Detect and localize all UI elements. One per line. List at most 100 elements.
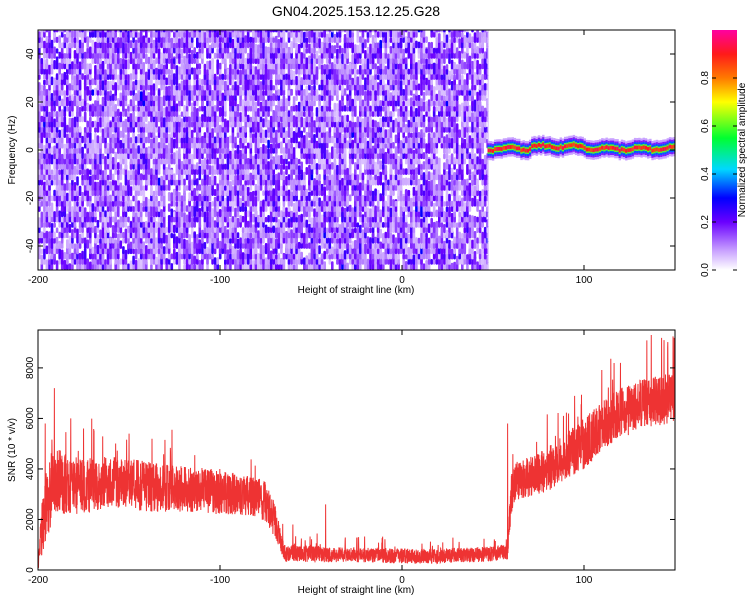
spectrogram-cell	[99, 238, 102, 244]
spectrogram-cell	[91, 178, 95, 186]
spectrogram-cell	[58, 142, 61, 149]
spectrogram-cell	[147, 156, 151, 170]
spectrogram-cell	[142, 142, 146, 149]
spectrogram-cell	[71, 94, 74, 101]
spectrogram-cell	[290, 210, 293, 218]
spectrogram-cell	[328, 195, 332, 202]
spectrogram-cell	[325, 30, 329, 33]
spectrogram-cell	[323, 261, 326, 270]
spectrogram-cell	[257, 68, 260, 75]
spectrogram-cell	[101, 211, 105, 218]
spectrogram-cell	[359, 58, 362, 65]
spectrogram-cell	[145, 71, 148, 80]
spectrogram-cell	[389, 258, 393, 270]
spectrogram-cell	[167, 85, 171, 96]
spectrogram-cell	[68, 235, 72, 244]
spectrogram-cell	[165, 144, 168, 154]
spectrogram-cell	[226, 30, 230, 33]
spectrogram-cell	[369, 184, 372, 191]
spectrogram-cell	[364, 183, 367, 191]
spectrogram-cell	[236, 30, 240, 33]
spectrogram-cell	[147, 30, 151, 33]
spectrogram-cell	[290, 126, 293, 138]
spectrogram-cell	[356, 227, 360, 239]
spectrogram-cell	[60, 226, 64, 233]
spectrogram-cell	[234, 175, 237, 186]
spectrogram-cell	[333, 45, 337, 54]
spectrogram-cell	[203, 30, 207, 33]
spectrogram-cell	[145, 237, 148, 244]
spectrogram-cell	[68, 117, 72, 128]
spectrogram-cell	[297, 158, 301, 165]
spectrogram-cell	[76, 205, 79, 212]
spectrogram-cell	[236, 111, 240, 117]
spectrogram-cell	[387, 194, 390, 207]
spectrogram-cell	[66, 96, 69, 107]
spectrogram-cell	[94, 238, 97, 244]
spectrogram-cell	[320, 105, 324, 112]
spectrogram-cell	[369, 216, 372, 223]
spectrogram-cell	[50, 263, 54, 270]
spectrogram-cell	[124, 90, 128, 96]
spectrogram-cell	[384, 151, 388, 165]
spectrogram-cell	[109, 201, 112, 212]
spectrogram-cell	[129, 90, 133, 96]
spectrogram-cell	[348, 63, 352, 70]
spectrogram-cell	[226, 120, 230, 128]
spectrogram-cell	[190, 180, 194, 186]
spectrogram-cell	[213, 175, 217, 186]
spectrogram-cell	[206, 185, 209, 191]
spectrogram-cell	[196, 162, 199, 170]
spectrogram-cell	[106, 142, 110, 149]
spectrogram-cell	[162, 146, 166, 160]
spectrogram-cell	[241, 30, 245, 38]
spectrogram-cell	[236, 104, 240, 112]
spectrogram-cell	[167, 253, 171, 260]
spectrogram-cell	[167, 133, 171, 144]
spectrogram-cell	[96, 244, 100, 255]
spectrogram-cell	[91, 258, 95, 265]
spectrogram-cell	[287, 174, 291, 181]
spectrogram-cell	[50, 169, 54, 175]
spectrogram-cell	[180, 111, 184, 117]
spectrogram-cell	[86, 239, 89, 249]
spectrogram-cell	[127, 216, 130, 223]
spectrogram-cell	[63, 163, 67, 175]
spectrogram-cell	[91, 103, 95, 112]
spectrogram-cell	[259, 69, 263, 75]
spectrogram-cell	[104, 210, 107, 218]
spectrogram-cell	[351, 54, 354, 65]
spectrogram-cell	[254, 183, 258, 191]
spectrogram-cell	[259, 146, 263, 160]
spectrogram-cell	[76, 95, 79, 101]
spectrogram-cell	[43, 30, 46, 33]
spectrogram-cell	[193, 138, 196, 144]
spectrogram-cell	[43, 104, 46, 112]
spectrogram-cell	[213, 73, 217, 80]
spectrogram-cell	[40, 131, 44, 144]
spectrogram-cell	[106, 91, 110, 101]
spectrogram-cell	[241, 73, 245, 86]
spectrogram-cell	[262, 200, 265, 207]
spectrogram-cell	[392, 199, 395, 207]
spectrogram-cell	[162, 107, 166, 117]
spectrogram-cell	[145, 136, 148, 144]
spectrogram-cell	[71, 188, 74, 202]
spectrogram-cell	[122, 58, 125, 64]
spectrogram-cell	[318, 38, 321, 49]
spectrogram-cell	[351, 228, 354, 239]
spectrogram-cell	[63, 183, 67, 191]
spectrogram-cell	[142, 47, 146, 54]
spectrogram-cell	[239, 197, 242, 207]
spectrogram-cell	[178, 147, 181, 160]
spectrogram-cell	[122, 185, 125, 191]
spectrogram-cell	[359, 157, 362, 170]
spectrogram-cell	[134, 104, 138, 112]
spectrogram-cell	[76, 228, 79, 239]
spectrogram-cell	[76, 168, 79, 175]
spectrogram-cell	[196, 108, 199, 117]
spectrogram-cell	[68, 83, 72, 91]
spectrogram-cell	[99, 195, 102, 207]
spectrogram-cell	[188, 137, 191, 144]
spectrogram-cell	[38, 186, 41, 197]
